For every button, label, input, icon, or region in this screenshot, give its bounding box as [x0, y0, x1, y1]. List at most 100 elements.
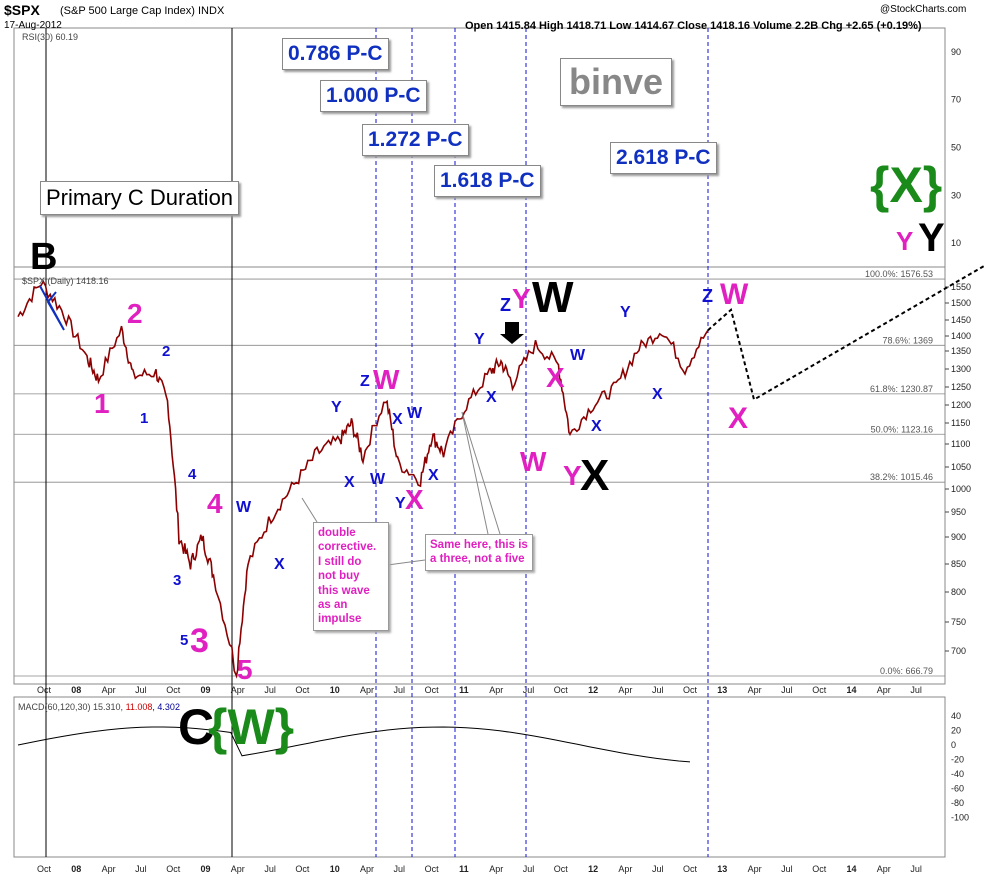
- x-tick-label-0-27: Jul: [910, 685, 922, 695]
- wave-label-X-blue-e: X: [486, 389, 497, 406]
- price-tick-label-16: 1500: [951, 298, 971, 308]
- chart-name: (S&P 500 Large Cap Index) INDX: [60, 5, 225, 17]
- rsi-panel: [13, 27, 946, 268]
- wave-label-Y-blue-a: Y: [331, 399, 342, 416]
- brand-label: @StockCharts.com: [880, 4, 967, 15]
- price-line: [17, 279, 709, 679]
- wave-label-X-blue-d: X: [428, 467, 439, 484]
- price-tick-label-14: 1400: [951, 331, 971, 341]
- x-tick-label-0-23: Jul: [781, 685, 793, 695]
- quote-line: Open 1415.84 High 1418.71 Low 1414.67 Cl…: [465, 20, 922, 32]
- wave-label-X-blue-b: X: [344, 474, 355, 491]
- macd-tick-label-0: 40: [951, 711, 961, 721]
- rsi-tick-label-3: 70: [951, 95, 961, 105]
- x-tick-label-0-10: Apr: [360, 685, 374, 695]
- macd-tick-label-6: -80: [951, 798, 964, 808]
- price-tick-label-17: 1550: [951, 282, 971, 292]
- x-tick-label-1-0: Oct: [37, 864, 52, 874]
- x-tick-label-0-19: Jul: [652, 685, 664, 695]
- x-tick-label-1-4: Oct: [166, 864, 181, 874]
- x-tick-label-0-0: Oct: [37, 685, 52, 695]
- wave-label-W-blue-d: W: [570, 347, 586, 364]
- x-tick-label-0-5: 09: [200, 685, 210, 695]
- x-tick-label-1-8: Oct: [295, 864, 310, 874]
- x-tick-label-1-18: Apr: [618, 864, 632, 874]
- wave-label-X-blue-g: X: [652, 386, 663, 403]
- wave-label-minor-4: 4: [188, 466, 197, 483]
- wave-label-X-blue-c: X: [392, 411, 403, 428]
- x-tick-label-1-5: 09: [200, 864, 210, 874]
- note2-pointer-b: [461, 411, 501, 535]
- wave-label-minor-5: 5: [180, 632, 189, 649]
- wave-label-X-magenta-a: X: [405, 484, 424, 515]
- wave-label-W-blue-a: W: [236, 499, 252, 516]
- wave-label-Y-blue-d: Y: [474, 331, 485, 348]
- wave-label-W-black: W: [532, 273, 574, 322]
- wave-label-Y-blue-c: Y: [395, 495, 406, 512]
- wave-label-X-cycle: {X}: [870, 157, 943, 213]
- macd-tick-label-1: 20: [951, 726, 961, 736]
- rsi-tick-label-4: 90: [951, 47, 961, 57]
- x-tick-label-1-27: Jul: [910, 864, 922, 874]
- wave-label-Z-blue-a: Z: [360, 373, 370, 390]
- x-tick-label-0-16: Oct: [554, 685, 569, 695]
- x-tick-label-1-10: Apr: [360, 864, 374, 874]
- price-tick-label-1: 750: [951, 617, 966, 627]
- price-tick-label-15: 1450: [951, 315, 971, 325]
- x-tick-label-1-2: Apr: [102, 864, 116, 874]
- macd-tick-label-5: -60: [951, 784, 964, 794]
- rsi-tick-label-0: 10: [951, 238, 961, 248]
- x-tick-label-0-26: Apr: [877, 685, 891, 695]
- wave-label-C: C: [178, 699, 215, 755]
- down-arrow: [500, 322, 524, 344]
- wave-label-primary-4: 4: [207, 488, 223, 519]
- wave-label-Z-blue-c: Z: [702, 286, 713, 306]
- x-tick-label-1-14: Apr: [489, 864, 503, 874]
- macd-tick-label-2: 0: [951, 740, 956, 750]
- note-same-here: Same here, this is a three, not a five: [425, 534, 533, 571]
- x-tick-label-1-24: Oct: [812, 864, 827, 874]
- wave-label-primary-3: 3: [190, 622, 209, 660]
- price-tick-label-13: 1350: [951, 346, 971, 356]
- x-tick-label-0-9: 10: [330, 685, 340, 695]
- x-tick-label-0-22: Apr: [748, 685, 762, 695]
- wave-label-Y-blue-e: Y: [620, 304, 631, 321]
- price-tick-label-5: 950: [951, 507, 966, 517]
- x-tick-label-0-24: Oct: [812, 685, 827, 695]
- wave-label-Y-magenta-a: Y: [512, 283, 531, 314]
- x-tick-label-1-7: Jul: [264, 864, 276, 874]
- wave-label-primary-2: 2: [127, 298, 143, 329]
- wave-label-primary-5: 5: [237, 654, 253, 685]
- x-tick-label-1-20: Oct: [683, 864, 698, 874]
- fib-line-label-4: 38.2%: 1015.46: [870, 472, 933, 482]
- price-tick-label-9: 1150: [951, 418, 970, 428]
- wave-label-Y-black: Y: [918, 216, 945, 260]
- price-tick-label-10: 1200: [951, 400, 971, 410]
- x-tick-label-0-25: 14: [846, 685, 856, 695]
- fib-line-label-3: 50.0%: 1123.16: [871, 424, 933, 434]
- x-tick-label-1-19: Jul: [652, 864, 664, 874]
- x-tick-label-0-20: Oct: [683, 685, 698, 695]
- x-tick-label-1-16: Oct: [554, 864, 569, 874]
- x-tick-label-0-12: Oct: [425, 685, 440, 695]
- note2-pointer-a: [461, 411, 489, 535]
- price-tick-label-2: 800: [951, 587, 966, 597]
- fib-box-2618: 2.618 P-C: [610, 142, 717, 174]
- rsi-tick-label-1: 30: [951, 190, 961, 200]
- x-tick-label-1-25: 14: [846, 864, 856, 874]
- macd-panel: [13, 696, 946, 858]
- wave-label-X-black: X: [580, 451, 610, 500]
- projection-line: [707, 265, 985, 402]
- price-panel: [13, 266, 946, 685]
- macd-tick-label-7: -100: [951, 813, 969, 823]
- price-tick-label-11: 1250: [951, 382, 971, 392]
- x-tick-label-0-18: Apr: [618, 685, 632, 695]
- x-tick-label-0-4: Oct: [166, 685, 181, 695]
- wave-label-minor-1: 1: [140, 410, 149, 427]
- price-tick-label-0: 700: [951, 646, 966, 656]
- macd-tick-label-4: -40: [951, 769, 964, 779]
- wave-label-B: B: [30, 236, 58, 278]
- wave-label-Z-blue-b: Z: [500, 295, 511, 315]
- price-tick-label-8: 1100: [951, 439, 970, 449]
